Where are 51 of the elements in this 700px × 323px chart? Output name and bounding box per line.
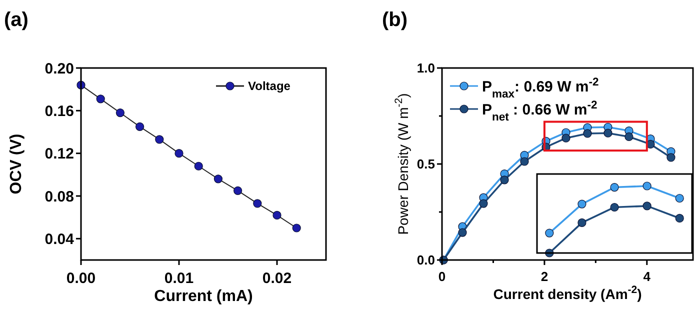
y-tick-label: 0.16 [44, 102, 74, 120]
y-tick-label: 0.12 [44, 146, 74, 163]
point [272, 210, 282, 220]
point [458, 228, 467, 237]
x-tick-label: 2 [540, 269, 548, 284]
point [604, 128, 612, 138]
point [292, 224, 301, 232]
x-tick-label: 0.01 [164, 270, 194, 287]
legend-label: P$_{max}$: 0.69 W m$^{-2}$ [482, 76, 599, 100]
x-tick-label: 4 [643, 269, 652, 284]
point [642, 182, 652, 190]
point [675, 214, 684, 223]
y-tick-label: 0.0 [416, 252, 435, 268]
point [116, 108, 124, 118]
y-tick-label: 1.0 [416, 60, 435, 76]
legend-label: Voltage [248, 79, 291, 94]
point [578, 200, 586, 208]
point [666, 153, 676, 162]
point [610, 202, 619, 212]
chart-title: (a) [4, 9, 28, 31]
y-tick-label: 0.04 [44, 230, 75, 248]
point [624, 132, 634, 142]
x-tick-label: 0.02 [262, 270, 292, 287]
x-tick-label: 0.00 [66, 270, 96, 287]
chart-title: (b) [382, 9, 408, 31]
point [253, 199, 262, 208]
y-axis-title: OCV (V) [8, 134, 25, 194]
y-tick-label: 0.5 [416, 156, 435, 172]
point [642, 202, 652, 210]
point [583, 129, 592, 138]
point [234, 186, 242, 195]
point [96, 94, 105, 104]
point [500, 176, 509, 184]
point [194, 162, 203, 170]
point [520, 157, 529, 166]
point [610, 182, 619, 192]
point [136, 122, 144, 131]
point [578, 218, 586, 228]
point [155, 135, 164, 144]
y-tick-label: 0.20 [44, 60, 74, 78]
point [675, 194, 684, 203]
point [479, 199, 488, 208]
legend-label: P$_{net}$ : 0.66 W m$^{-2}$ [482, 99, 598, 124]
point [545, 228, 554, 238]
x-axis-title: Current (mA) [154, 288, 253, 305]
point [214, 174, 222, 184]
x-axis-title: Current density (Am$^{-2}$) [493, 284, 642, 302]
point [174, 149, 184, 158]
x-tick-label: 0 [438, 269, 446, 284]
point [562, 134, 570, 142]
y-tick-label: 0.08 [44, 188, 74, 206]
